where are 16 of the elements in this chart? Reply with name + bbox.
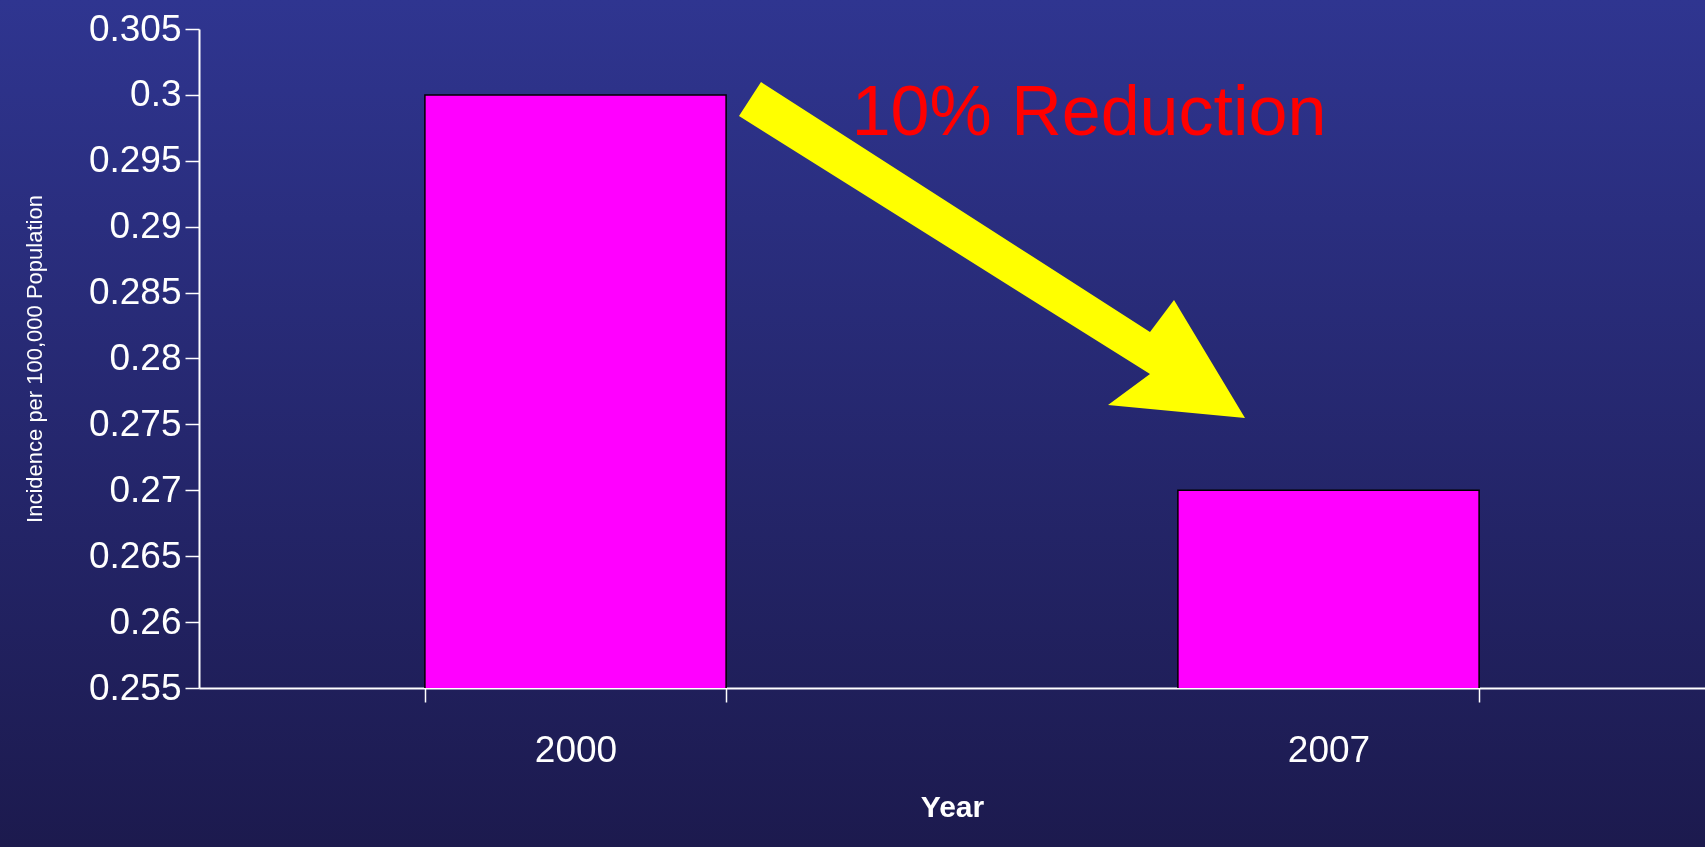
y-tick-label: 0.29 [109,205,182,247]
annotation: 10% Reduction [851,72,1327,150]
y-tick-label: 0.295 [88,139,182,181]
y-tick-label: 0.3 [130,73,182,115]
y-tick-label: 0.305 [88,7,182,49]
x-axis-title: Year [920,789,985,823]
y-axis-title: Incidence per 100,000 Population [21,195,47,523]
y-tick-label: 0.26 [109,600,182,642]
y-tick-label: 0.27 [109,468,182,510]
y-tick-label: 0.265 [88,534,182,576]
y-tick-label: 0.275 [88,402,182,444]
x-tick-label: 2000 [534,728,618,770]
y-tick-label: 0.28 [109,337,182,378]
x-tick-label: 2007 [1287,728,1371,770]
y-tick-label: 0.255 [88,666,182,708]
y-tick-label: 0.285 [88,271,182,313]
